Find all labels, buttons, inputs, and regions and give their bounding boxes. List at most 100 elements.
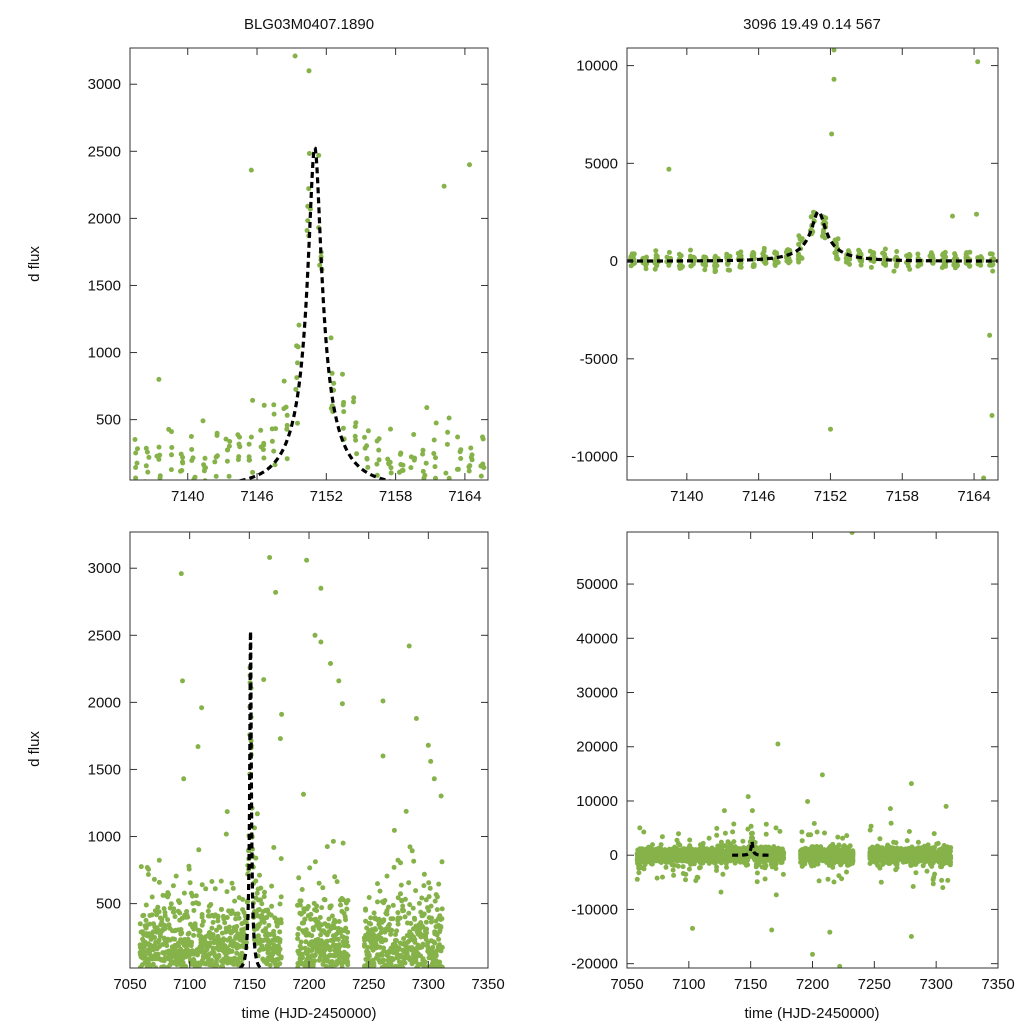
data-point: [670, 867, 676, 873]
data-point-outlier: [989, 413, 995, 418]
data-point: [686, 866, 692, 872]
data-point: [340, 840, 346, 846]
data-point: [256, 907, 262, 912]
data-point: [395, 895, 401, 901]
data-point: [261, 442, 267, 448]
data-point: [820, 233, 825, 239]
data-point: [215, 933, 221, 939]
data-point: [375, 881, 380, 887]
data-point: [378, 930, 384, 936]
data-point: [738, 260, 744, 266]
data-point: [777, 828, 783, 834]
data-point: [480, 436, 486, 442]
data-point: [384, 911, 390, 917]
panel-bottom-left: 7050 7100 7150 7200 7250 7300 7350500100015002…: [88, 531, 505, 993]
data-point: [424, 926, 429, 932]
data-point: [284, 412, 290, 418]
data-point: [831, 879, 837, 885]
data-point: [680, 864, 686, 870]
data-point: [157, 475, 163, 480]
x-tick-label: 7100: [672, 976, 705, 993]
data-point: [307, 865, 313, 871]
data-point: [799, 236, 805, 242]
data-point: [975, 255, 981, 261]
data-point: [363, 918, 369, 924]
data-point-outlier: [849, 532, 855, 535]
data-point: [401, 936, 407, 942]
data-point: [420, 451, 426, 457]
data-point: [468, 445, 474, 451]
data-point: [258, 427, 264, 433]
data-point: [310, 927, 316, 933]
data-point: [987, 251, 993, 257]
data-point: [394, 928, 400, 934]
data-point: [850, 851, 856, 857]
y-tick-label: 20000: [576, 739, 618, 756]
y-tick-label: 50000: [576, 576, 618, 593]
data-point: [376, 916, 382, 922]
data-point: [192, 921, 198, 927]
data-point: [437, 959, 443, 965]
data-point: [400, 903, 406, 909]
data-point: [840, 835, 846, 841]
data-point-outlier: [428, 758, 434, 764]
data-point: [281, 378, 287, 384]
data-point: [169, 429, 174, 435]
data-point: [402, 914, 408, 920]
data-point: [398, 882, 404, 888]
data-point: [335, 937, 341, 942]
data-point: [774, 259, 780, 265]
data-point: [422, 472, 428, 478]
data-point: [653, 252, 659, 258]
data-point: [362, 445, 368, 451]
data-point: [301, 791, 306, 797]
data-point: [296, 322, 302, 328]
data-point: [141, 949, 146, 955]
plot-area-top-left: [132, 53, 487, 480]
model-curve-top-left: [235, 145, 395, 480]
data-point: [932, 845, 937, 851]
data-point: [683, 877, 688, 883]
data-point: [196, 847, 202, 853]
data-point: [381, 918, 387, 924]
data-point: [762, 260, 768, 266]
data-point: [306, 186, 312, 192]
data-point: [945, 877, 951, 883]
data-point: [407, 902, 413, 908]
data-point: [199, 922, 205, 928]
x-tick-label: 7300: [412, 976, 445, 993]
data-point: [133, 465, 139, 470]
data-point: [906, 829, 912, 834]
data-point: [274, 921, 280, 927]
data-point: [910, 884, 916, 889]
data-point: [677, 842, 683, 848]
data-point-outlier: [690, 925, 695, 931]
data-point: [428, 903, 434, 909]
data-point: [277, 961, 283, 967]
data-point: [151, 876, 157, 882]
data-point: [295, 931, 301, 937]
data-point: [434, 894, 440, 900]
data-point: [261, 919, 267, 925]
data-point: [446, 475, 452, 480]
data-point: [326, 916, 332, 922]
data-point: [234, 950, 240, 956]
data-point: [340, 939, 346, 945]
data-point: [362, 937, 368, 943]
data-point: [138, 864, 144, 870]
data-point: [384, 873, 390, 879]
data-point-outlier: [950, 213, 955, 219]
data-point: [329, 370, 335, 376]
data-point: [871, 251, 877, 257]
data-point-outlier: [406, 643, 412, 649]
data-point: [271, 845, 277, 850]
title-right: 3096 19.49 0.14 567: [743, 16, 881, 33]
x-tick-label: 7150: [734, 976, 767, 993]
data-point: [816, 878, 822, 884]
data-point: [237, 444, 243, 450]
data-point: [345, 943, 351, 949]
data-point: [422, 959, 428, 965]
data-point: [773, 825, 779, 831]
data-point: [688, 253, 693, 259]
